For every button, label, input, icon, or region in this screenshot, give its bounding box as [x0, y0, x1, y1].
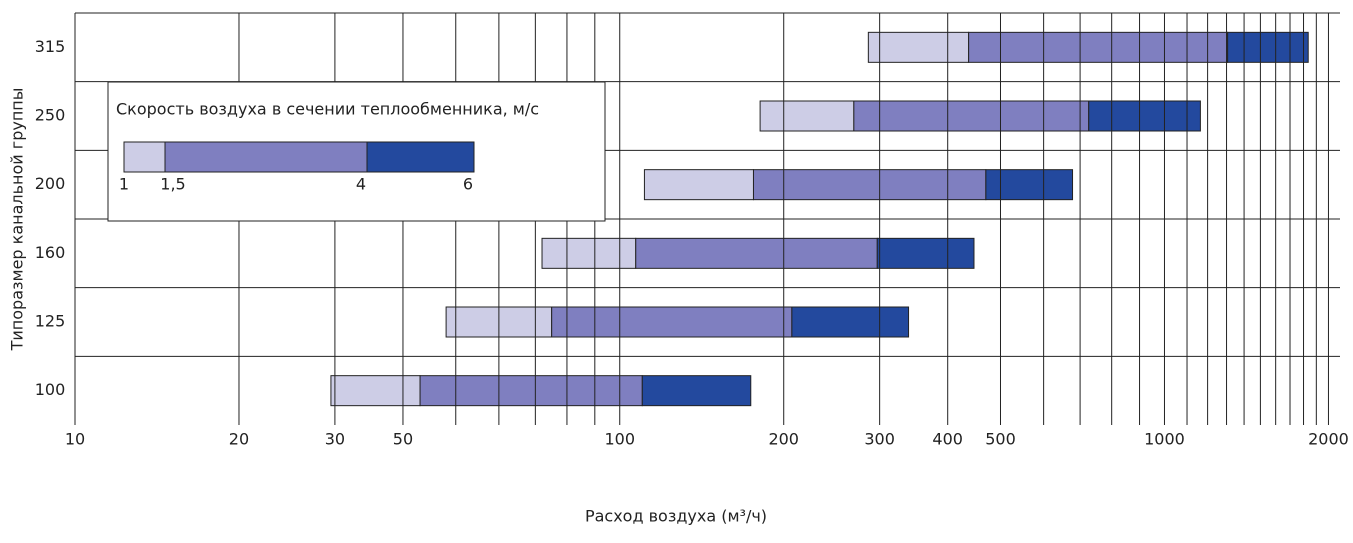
legend-swatch	[164, 141, 368, 173]
x-tick-label: 20	[229, 430, 249, 449]
bar-segment	[985, 169, 1074, 201]
bar-segment	[853, 100, 1090, 132]
bar-segment	[759, 100, 855, 132]
legend-swatch	[366, 141, 475, 173]
y-tick-label: 200	[35, 174, 66, 193]
x-axis-title: Расход воздуха (м³/ч)	[585, 507, 767, 526]
bar-segment	[876, 237, 975, 269]
bar-segment	[541, 237, 637, 269]
x-tick-label: 500	[985, 430, 1016, 449]
x-tick-label: 100	[604, 430, 635, 449]
y-tick-label: 100	[35, 380, 66, 399]
y-tick-label: 160	[35, 243, 66, 262]
y-tick-label: 315	[35, 37, 66, 56]
x-tick-label: 50	[393, 430, 413, 449]
bar-segment	[551, 306, 793, 338]
x-tick-label: 2000	[1308, 430, 1349, 449]
bar-segment	[1227, 31, 1309, 63]
bar-segment	[1088, 100, 1201, 132]
y-tick-label: 125	[35, 312, 66, 331]
bar-segment	[635, 237, 878, 269]
x-tick-label: 1000	[1144, 430, 1185, 449]
x-tick-label: 10	[65, 430, 85, 449]
legend-label: 4	[356, 175, 366, 194]
legend-label: 1	[119, 175, 129, 194]
bar-segment	[419, 375, 643, 407]
bar-segment	[330, 375, 421, 407]
x-tick-label: 300	[864, 430, 895, 449]
legend-label: 6	[463, 175, 473, 194]
legend-title: Скорость воздуха в сечении теплообменник…	[116, 100, 539, 119]
bar-segment	[752, 169, 987, 201]
bar-segment	[791, 306, 910, 338]
y-tick-label: 250	[35, 106, 66, 125]
legend-label: 1,5	[160, 175, 185, 194]
x-tick-label: 30	[325, 430, 345, 449]
y-axis-title: Типоразмер канальной группы	[8, 88, 27, 352]
bar-segment	[867, 31, 970, 63]
bar-segment	[643, 169, 754, 201]
bar-segment	[968, 31, 1229, 63]
x-tick-label: 400	[932, 430, 963, 449]
bar-segment	[641, 375, 752, 407]
legend-swatch	[123, 141, 166, 173]
x-tick-label: 200	[768, 430, 799, 449]
